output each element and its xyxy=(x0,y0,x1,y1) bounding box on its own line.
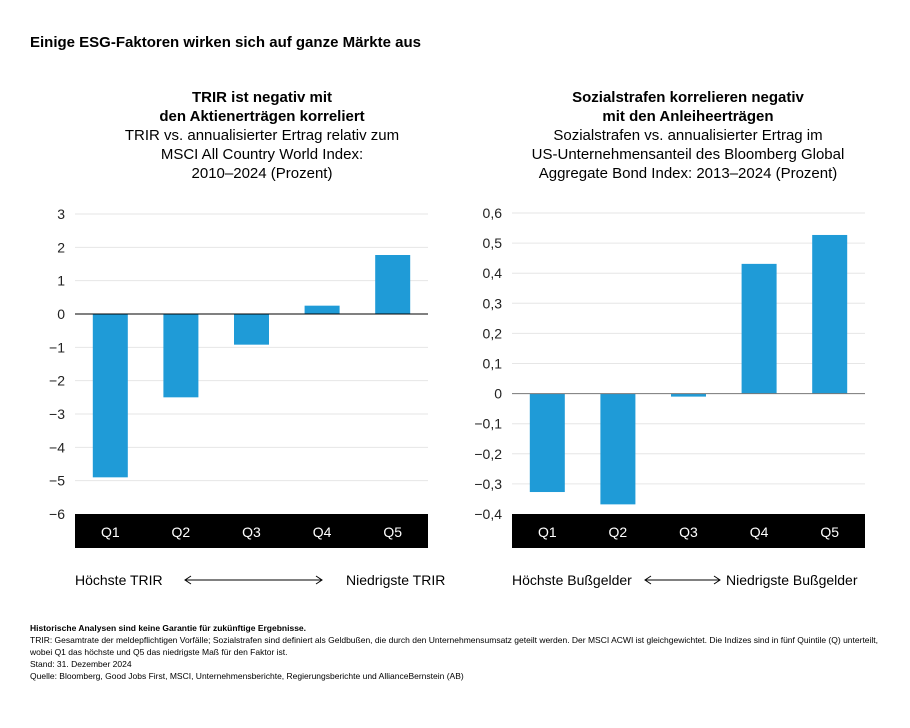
y-tick-label: −0,2 xyxy=(474,446,502,462)
y-tick-label: −5 xyxy=(49,473,65,489)
x-tick-label: Q3 xyxy=(679,524,698,540)
y-tick-label: 0,1 xyxy=(483,356,503,372)
left-legend-high: Niedrigste TRIR xyxy=(346,572,446,588)
right-legend-high: Niedrigste Bußgelder xyxy=(726,572,858,588)
x-tick-label: Q1 xyxy=(538,524,557,540)
subtitle-line: Aggregate Bond Index: 2013–2024 (Prozent… xyxy=(538,165,838,182)
y-tick-label: −3 xyxy=(49,406,65,422)
x-tick-label: Q1 xyxy=(101,524,120,540)
arrow-left-icon xyxy=(184,575,192,585)
x-tick-label: Q3 xyxy=(242,524,261,540)
bar-q3 xyxy=(234,314,269,345)
x-tick-label: Q2 xyxy=(172,524,191,540)
bar-q1 xyxy=(529,393,565,493)
x-tick-label: Q5 xyxy=(383,524,402,540)
y-tick-label: −6 xyxy=(49,506,65,522)
y-tick-label: 0,5 xyxy=(483,235,503,251)
left-chart-title: TRIR ist negativ mit den Aktienerträgen … xyxy=(52,88,472,183)
definition-note: TRIR: Gesamtrate der meldepflichtigen Vo… xyxy=(30,635,879,657)
left-legend-low: Höchste TRIR xyxy=(75,572,163,588)
category-band xyxy=(512,514,865,548)
title-line: TRIR ist negativ mit xyxy=(191,89,333,106)
bar-q3 xyxy=(671,393,706,397)
y-tick-label: 3 xyxy=(57,206,65,222)
y-tick-label: 0,6 xyxy=(483,205,503,221)
x-tick-label: Q5 xyxy=(820,524,839,540)
y-tick-label: 1 xyxy=(57,273,65,289)
y-tick-label: −0,1 xyxy=(474,416,502,432)
arrow-left-icon xyxy=(644,575,652,585)
y-tick-label: −4 xyxy=(49,439,65,455)
arrow-right-icon xyxy=(713,575,721,585)
x-tick-label: Q4 xyxy=(313,524,332,540)
title-line: den Aktienerträgen korreliert xyxy=(159,108,365,125)
bar-q4 xyxy=(741,263,777,394)
y-tick-label: −0,3 xyxy=(474,476,502,492)
y-tick-label: 0,4 xyxy=(483,265,503,281)
bar-q5 xyxy=(375,255,411,314)
subtitle-line: Sozialstrafen vs. annualisierter Ertrag … xyxy=(553,127,823,144)
footnotes: Historische Analysen sind keine Garantie… xyxy=(30,622,890,682)
y-tick-label: −0,4 xyxy=(474,506,502,522)
arrow-right-icon xyxy=(315,575,323,585)
bar-q2 xyxy=(163,314,199,398)
y-tick-label: 0 xyxy=(57,306,65,322)
x-tick-label: Q2 xyxy=(609,524,628,540)
bar-q5 xyxy=(812,234,848,394)
title-line: Sozialstrafen korrelieren negativ xyxy=(572,89,804,106)
y-tick-label: 0,3 xyxy=(483,295,503,311)
source-note: Quelle: Bloomberg, Good Jobs First, MSCI… xyxy=(30,671,464,681)
title-line: mit den Anleiheerträgen xyxy=(602,108,774,125)
bar-q1 xyxy=(92,314,128,478)
bar-q4 xyxy=(304,305,340,314)
y-tick-label: −2 xyxy=(49,373,65,389)
subtitle-line: MSCI All Country World Index: xyxy=(160,146,364,163)
category-band xyxy=(75,514,428,548)
right-legend-low: Höchste Bußgelder xyxy=(512,572,632,588)
y-tick-label: 0,2 xyxy=(483,325,503,341)
disclaimer: Historische Analysen sind keine Garantie… xyxy=(30,623,307,633)
right-chart-title: Sozialstrafen korrelieren negativ mit de… xyxy=(478,88,898,183)
bar-q2 xyxy=(600,393,636,505)
subtitle-line: TRIR vs. annualisierter Ertrag relativ z… xyxy=(124,127,400,144)
y-tick-label: −1 xyxy=(49,339,65,355)
date-note: Stand: 31. Dezember 2024 xyxy=(30,659,132,669)
subtitle-line: 2010–2024 (Prozent) xyxy=(191,165,333,182)
y-tick-label: 2 xyxy=(57,239,65,255)
subtitle-line: US-Unternehmensanteil des Bloomberg Glob… xyxy=(531,146,845,163)
y-tick-label: 0 xyxy=(494,386,502,402)
x-tick-label: Q4 xyxy=(750,524,769,540)
main-title: Einige ESG-Faktoren wirken sich auf ganz… xyxy=(30,34,421,51)
